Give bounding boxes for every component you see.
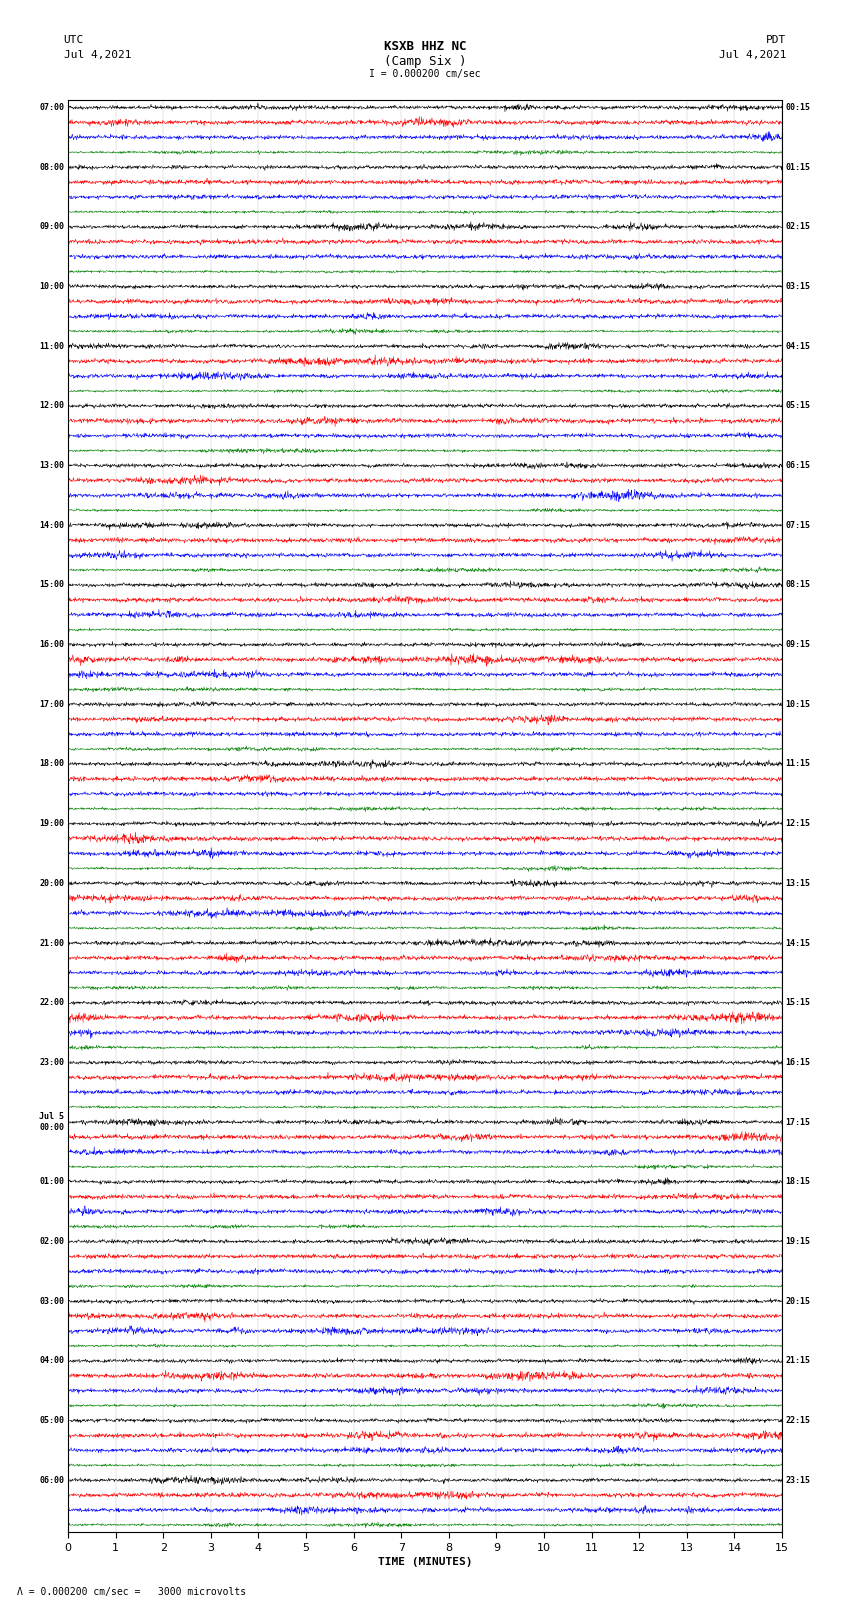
- X-axis label: TIME (MINUTES): TIME (MINUTES): [377, 1557, 473, 1566]
- Text: 04:00: 04:00: [39, 1357, 65, 1365]
- Text: 14:15: 14:15: [785, 939, 811, 947]
- Text: 19:15: 19:15: [785, 1237, 811, 1245]
- Text: 04:15: 04:15: [785, 342, 811, 350]
- Text: 05:15: 05:15: [785, 402, 811, 410]
- Text: 02:15: 02:15: [785, 223, 811, 231]
- Text: (Camp Six ): (Camp Six ): [383, 55, 467, 68]
- Text: 11:15: 11:15: [785, 760, 811, 768]
- Text: 18:15: 18:15: [785, 1177, 811, 1186]
- Text: 13:00: 13:00: [39, 461, 65, 469]
- Text: 23:15: 23:15: [785, 1476, 811, 1484]
- Text: 09:00: 09:00: [39, 223, 65, 231]
- Text: 16:15: 16:15: [785, 1058, 811, 1066]
- Text: 20:00: 20:00: [39, 879, 65, 887]
- Text: 06:15: 06:15: [785, 461, 811, 469]
- Text: 22:15: 22:15: [785, 1416, 811, 1424]
- Text: 12:00: 12:00: [39, 402, 65, 410]
- Text: 21:15: 21:15: [785, 1357, 811, 1365]
- Text: 10:00: 10:00: [39, 282, 65, 290]
- Text: 16:00: 16:00: [39, 640, 65, 648]
- Text: 03:15: 03:15: [785, 282, 811, 290]
- Text: 01:15: 01:15: [785, 163, 811, 171]
- Text: 09:15: 09:15: [785, 640, 811, 648]
- Text: 12:15: 12:15: [785, 819, 811, 827]
- Text: 23:00: 23:00: [39, 1058, 65, 1066]
- Text: 00:15: 00:15: [785, 103, 811, 111]
- Text: Jul 4,2021: Jul 4,2021: [719, 50, 786, 60]
- Text: 15:15: 15:15: [785, 998, 811, 1007]
- Text: 07:15: 07:15: [785, 521, 811, 529]
- Text: 19:00: 19:00: [39, 819, 65, 827]
- Text: 01:00: 01:00: [39, 1177, 65, 1186]
- Text: 06:00: 06:00: [39, 1476, 65, 1484]
- Text: 20:15: 20:15: [785, 1297, 811, 1305]
- Text: 18:00: 18:00: [39, 760, 65, 768]
- Text: 15:00: 15:00: [39, 581, 65, 589]
- Text: 03:00: 03:00: [39, 1297, 65, 1305]
- Text: 05:00: 05:00: [39, 1416, 65, 1424]
- Text: 11:00: 11:00: [39, 342, 65, 350]
- Text: 21:00: 21:00: [39, 939, 65, 947]
- Text: KSXB HHZ NC: KSXB HHZ NC: [383, 40, 467, 53]
- Text: 08:00: 08:00: [39, 163, 65, 171]
- Text: UTC: UTC: [64, 35, 84, 45]
- Text: PDT: PDT: [766, 35, 786, 45]
- Text: 08:15: 08:15: [785, 581, 811, 589]
- Text: 13:15: 13:15: [785, 879, 811, 887]
- Text: I = 0.000200 cm/sec: I = 0.000200 cm/sec: [369, 69, 481, 79]
- Text: Jul 5
00:00: Jul 5 00:00: [39, 1113, 65, 1132]
- Text: Jul 4,2021: Jul 4,2021: [64, 50, 131, 60]
- Text: 14:00: 14:00: [39, 521, 65, 529]
- Text: 07:00: 07:00: [39, 103, 65, 111]
- Text: 17:15: 17:15: [785, 1118, 811, 1126]
- Text: Λ = 0.000200 cm/sec =   3000 microvolts: Λ = 0.000200 cm/sec = 3000 microvolts: [17, 1587, 246, 1597]
- Text: 10:15: 10:15: [785, 700, 811, 708]
- Text: 22:00: 22:00: [39, 998, 65, 1007]
- Text: 17:00: 17:00: [39, 700, 65, 708]
- Text: 02:00: 02:00: [39, 1237, 65, 1245]
